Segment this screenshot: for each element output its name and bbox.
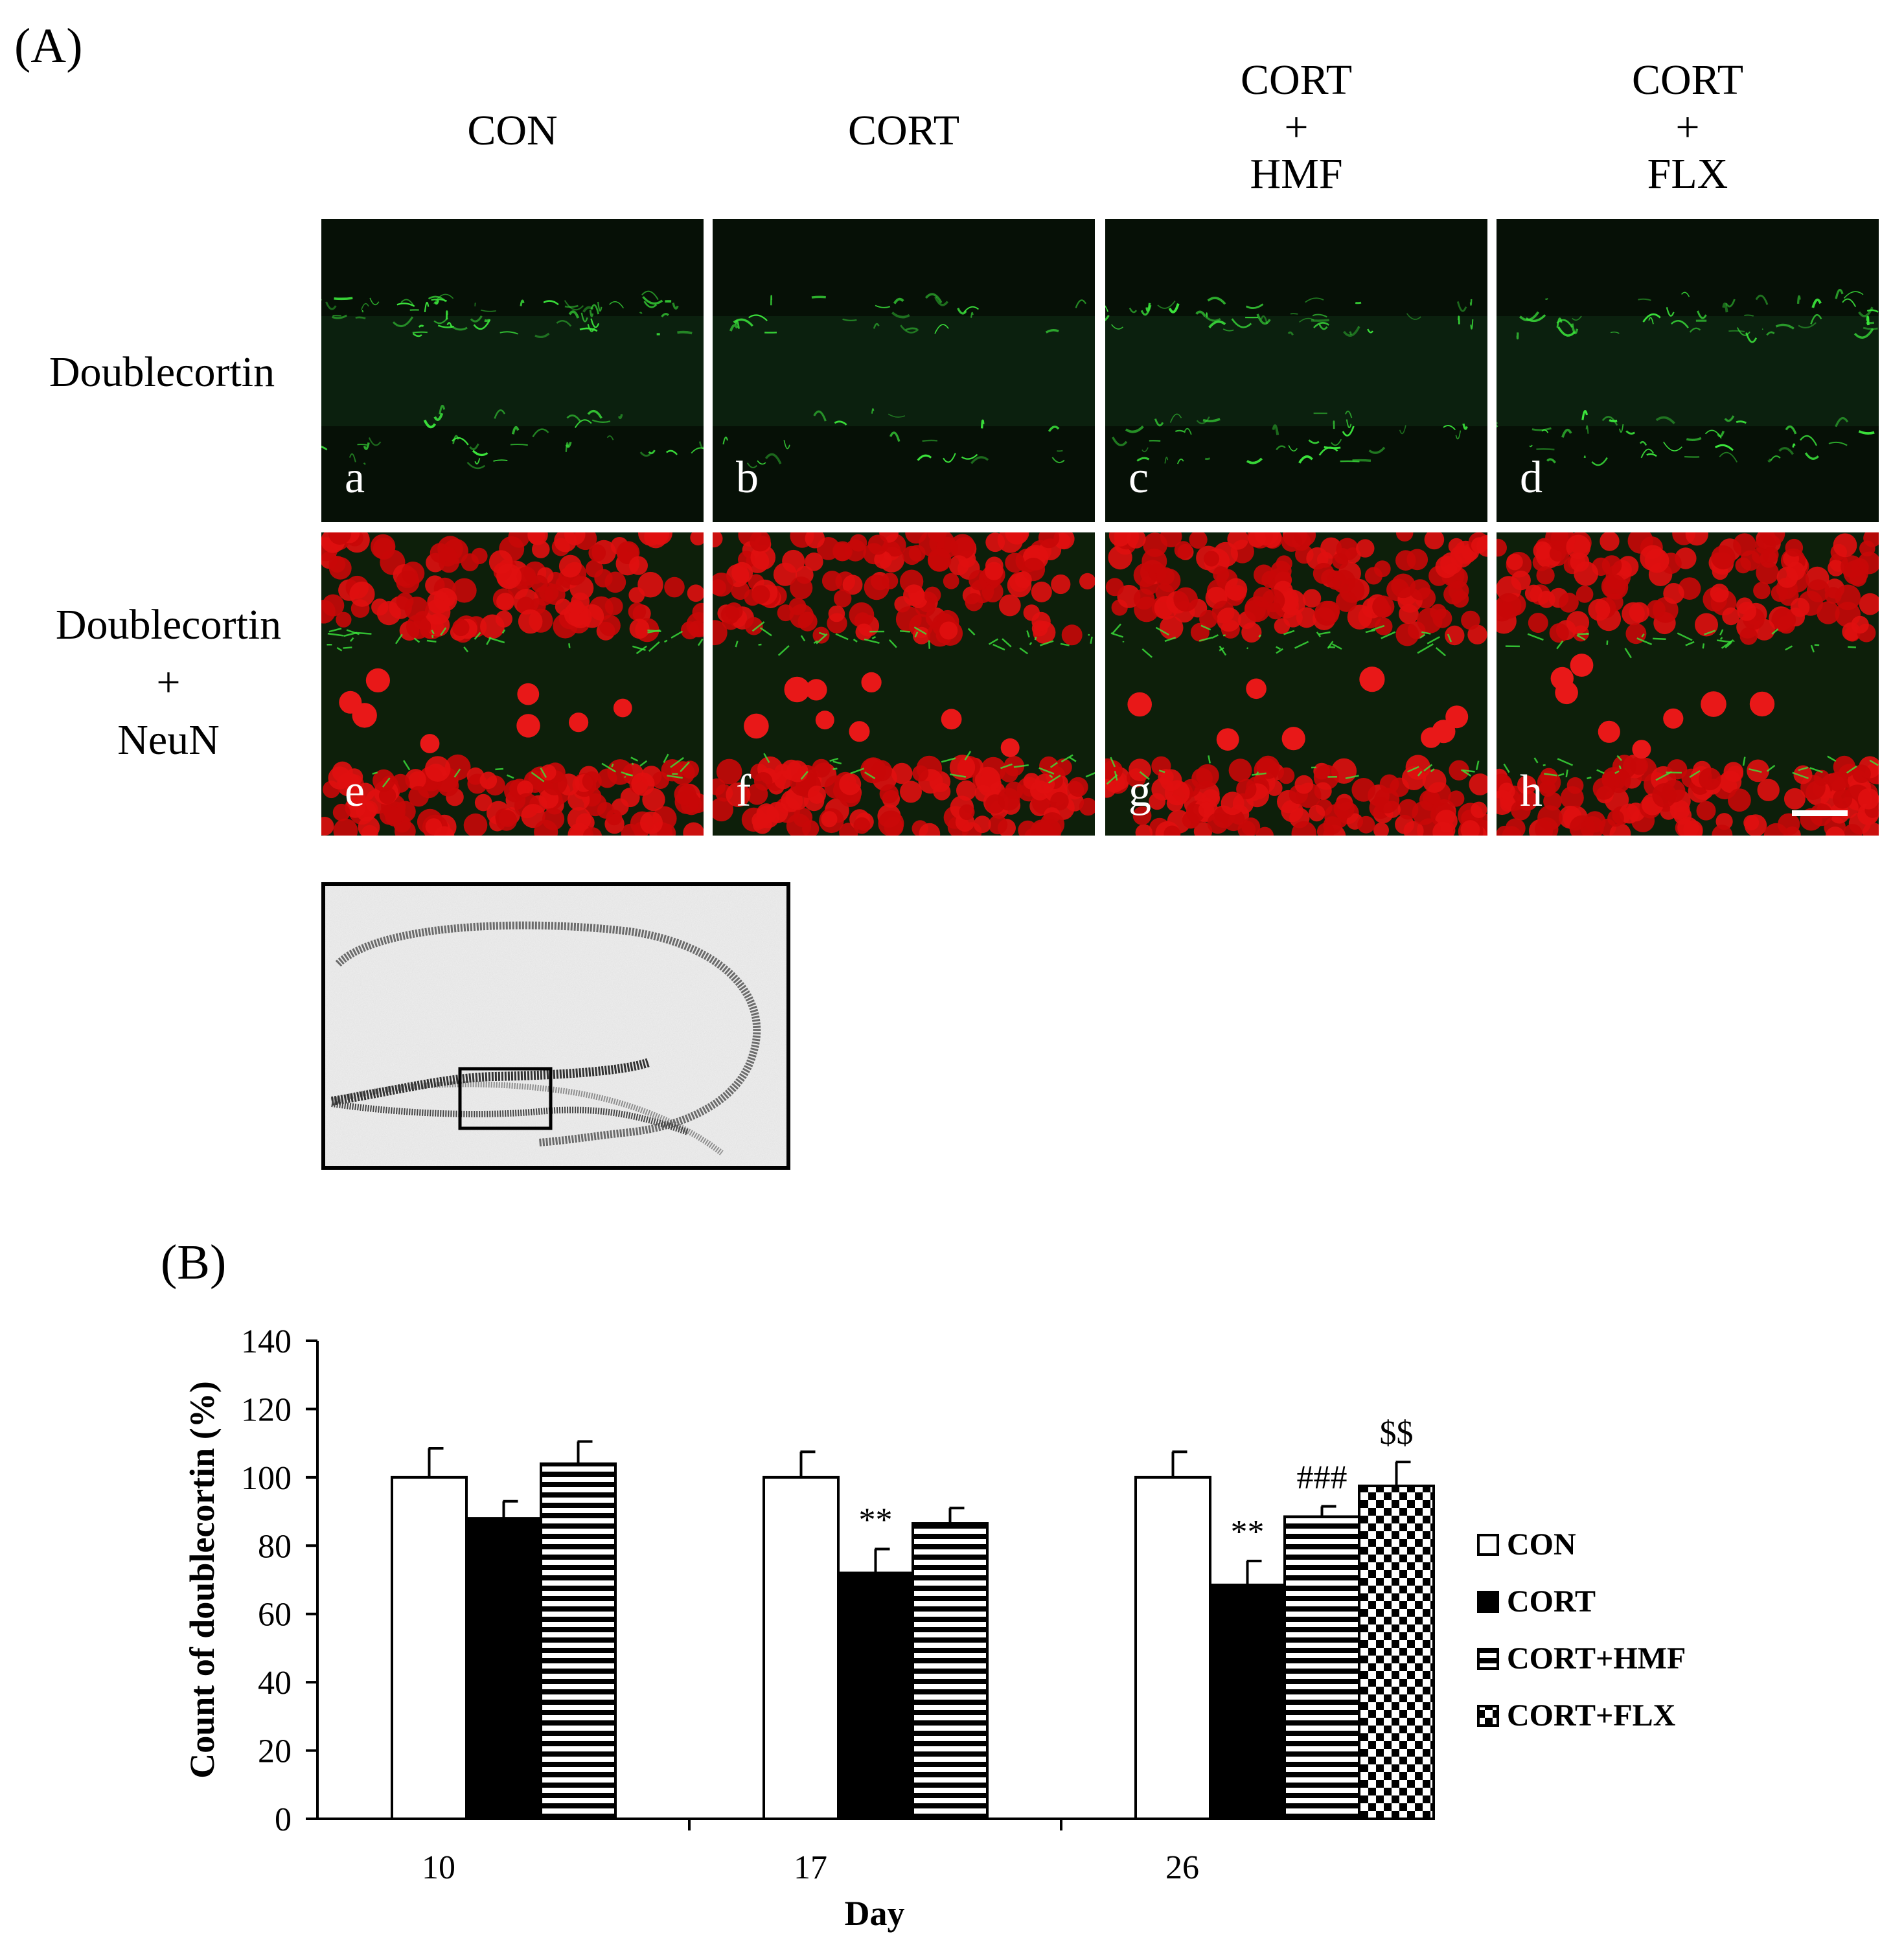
significance-marker: ### <box>1297 1459 1348 1496</box>
legend-label: CON <box>1507 1527 1576 1562</box>
legend-swatch <box>1477 1648 1499 1670</box>
y-tick-label: 0 <box>275 1801 292 1838</box>
column-header-line: HMF <box>1250 150 1343 198</box>
significance-marker: ** <box>859 1502 893 1539</box>
x-tick-label: 26 <box>1165 1849 1199 1886</box>
y-axis-title: Count of doublecortin (%) <box>183 1381 222 1779</box>
row-header-line: + <box>156 659 181 707</box>
row-header-doublecortin: Doublecortin <box>19 343 304 401</box>
subpanel-letter: c <box>1129 453 1149 503</box>
row-header-line: Doublecortin <box>55 601 282 648</box>
bar-cort-hmf-day-17 <box>912 1522 989 1821</box>
micrograph-f: f <box>713 532 1095 836</box>
column-header-cort: CORT <box>713 107 1095 155</box>
bar-con-day-10 <box>391 1476 468 1821</box>
micrograph-e: e <box>321 532 704 836</box>
x-axis-title: Day <box>845 1894 905 1933</box>
legend-swatch <box>1477 1591 1499 1613</box>
y-tick-label: 60 <box>258 1597 292 1634</box>
y-tick-label: 40 <box>258 1665 292 1702</box>
legend-label: CORT <box>1507 1584 1596 1619</box>
micrograph-g: g <box>1105 532 1487 836</box>
legend-label: CORT+HMF <box>1507 1641 1686 1676</box>
column-header-cort-flx: CORT + FLX <box>1497 56 1879 198</box>
bar-cort-flx-day-26 <box>1358 1485 1435 1820</box>
x-tick-label: 10 <box>422 1849 455 1886</box>
micrograph-b: b <box>713 219 1095 522</box>
panel-b-label: (B) <box>161 1235 227 1290</box>
subpanel-letter: b <box>736 453 759 503</box>
column-header-cort-hmf: CORT + HMF <box>1105 56 1487 198</box>
y-tick-label: 140 <box>241 1323 292 1360</box>
bar-con-day-26 <box>1134 1476 1211 1821</box>
hippocampus-overview-inset <box>321 882 790 1170</box>
micrograph-h: h <box>1497 532 1879 836</box>
legend-swatch <box>1477 1705 1499 1727</box>
bar-cort-day-17 <box>837 1571 914 1820</box>
column-header-line: CORT <box>1240 56 1353 104</box>
y-tick-label: 100 <box>241 1460 292 1497</box>
bar-con-day-17 <box>763 1476 840 1821</box>
row-header-line: NeuN <box>117 716 220 764</box>
significance-marker: $$ <box>1380 1415 1414 1452</box>
column-header-line: FLX <box>1647 150 1728 198</box>
bar-cort-day-10 <box>465 1517 542 1820</box>
column-header-line: CORT <box>847 107 960 154</box>
hippocampus-drawing <box>325 886 786 1166</box>
legend-swatch <box>1477 1534 1499 1556</box>
bar-cort-day-26 <box>1209 1583 1286 1821</box>
column-header-line: + <box>1675 103 1700 151</box>
y-tick-label: 80 <box>258 1528 292 1565</box>
column-header-line: CORT <box>1631 56 1744 104</box>
y-tick-label: 120 <box>241 1391 292 1428</box>
significance-marker: ** <box>1231 1514 1265 1551</box>
bar-cort-hmf-day-10 <box>540 1462 617 1821</box>
subpanel-letter: g <box>1129 766 1151 816</box>
region-of-interest-box <box>458 1067 553 1130</box>
row-header-doublecortin-neun: Doublecortin + NeuN <box>26 596 311 769</box>
column-header-line: CON <box>467 107 558 154</box>
scale-bar <box>1792 810 1848 816</box>
x-tick-label: 17 <box>794 1849 827 1886</box>
subpanel-letter: h <box>1520 766 1543 816</box>
row-header-line: Doublecortin <box>49 348 275 396</box>
micrograph-a: a <box>321 219 704 522</box>
legend-label: CORT+FLX <box>1507 1698 1676 1733</box>
subpanel-letter: f <box>736 766 751 816</box>
y-tick-label: 20 <box>258 1733 292 1770</box>
subpanel-letter: e <box>345 766 365 816</box>
column-header-con: CON <box>321 107 704 155</box>
subpanel-letter: d <box>1520 453 1543 503</box>
bar-cort-hmf-day-26 <box>1283 1515 1360 1820</box>
micrograph-c: c <box>1105 219 1487 522</box>
panel-a-label: (A) <box>14 19 83 73</box>
column-header-line: + <box>1284 103 1309 151</box>
micrograph-d: d <box>1497 219 1879 522</box>
subpanel-letter: a <box>345 453 365 503</box>
